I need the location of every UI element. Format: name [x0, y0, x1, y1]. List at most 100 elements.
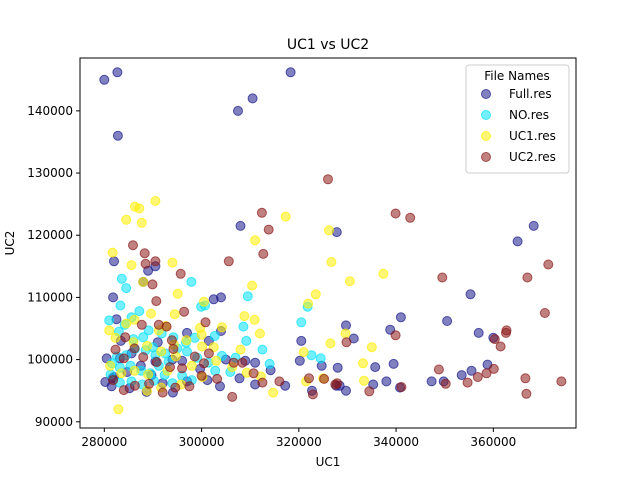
data-point [112, 130, 123, 141]
data-point [118, 385, 129, 396]
data-point [528, 220, 539, 231]
data-point [298, 347, 309, 358]
y-tick-label: 120000 [27, 228, 73, 242]
data-point [104, 315, 115, 326]
data-point [166, 335, 177, 346]
data-point [105, 360, 116, 371]
data-point [151, 296, 162, 307]
data-point [108, 292, 119, 303]
legend: File Names Full.res NO.res UC1.res UC2.res [465, 64, 570, 174]
x-axis: 280000 300000 320000 340000 360000 [81, 428, 516, 449]
data-point [326, 257, 337, 267]
data-point [196, 370, 207, 381]
data-point [250, 235, 261, 246]
data-point [456, 370, 467, 381]
legend-entry: UC1.res [481, 129, 556, 143]
data-point [138, 276, 149, 287]
legend-box [465, 64, 570, 174]
data-point [199, 296, 209, 307]
data-point [250, 357, 261, 368]
data-point [115, 300, 126, 311]
points-layer [99, 67, 567, 415]
data-point [358, 358, 368, 369]
data-point [211, 355, 222, 366]
data-point [110, 332, 121, 343]
data-point [129, 380, 140, 391]
data-point [296, 317, 307, 328]
data-point [234, 373, 245, 384]
data-point [175, 268, 186, 279]
data-point [481, 368, 492, 379]
data-point [143, 325, 154, 336]
data-point [307, 389, 318, 400]
legend-label: UC2.res [509, 150, 556, 164]
data-point [128, 240, 138, 251]
data-point [315, 353, 326, 364]
data-point [179, 306, 190, 317]
y-axis: 90000 100000 110000 120000 130000 140000 [27, 104, 80, 429]
data-point [324, 225, 334, 236]
data-point [442, 316, 453, 326]
data-point [501, 325, 512, 336]
data-point [169, 309, 180, 320]
chart-title: UC1 vs UC2 [287, 37, 369, 53]
data-point [247, 93, 258, 104]
data-point [147, 279, 158, 290]
data-point [113, 404, 124, 415]
data-point [285, 67, 296, 78]
data-point [294, 355, 305, 366]
data-point [556, 376, 567, 387]
data-point [323, 174, 333, 185]
data-point [303, 298, 314, 309]
data-point [118, 353, 129, 364]
data-point [104, 325, 115, 336]
plot-frame [79, 57, 577, 429]
data-point [129, 314, 140, 325]
data-point [249, 314, 260, 325]
data-point [395, 312, 406, 323]
data-point [136, 319, 147, 330]
data-point [182, 346, 192, 357]
data-point [217, 322, 227, 333]
data-point [129, 365, 140, 376]
data-point [543, 259, 554, 270]
y-tick-label: 110000 [27, 290, 73, 304]
x-tick-label: 360000 [470, 435, 516, 449]
data-point [539, 308, 550, 318]
data-point [199, 358, 209, 369]
data-point [177, 363, 188, 374]
data-point [212, 373, 223, 384]
data-point [268, 387, 279, 398]
y-axis-label: UC2 [3, 231, 17, 256]
legend-entries: Full.res NO.res UC1.res UC2.res [481, 87, 556, 164]
data-point [172, 288, 183, 299]
x-tick-label: 300000 [179, 435, 225, 449]
data-point [388, 358, 399, 369]
data-point [405, 212, 416, 223]
data-point [489, 334, 500, 345]
y-tick-label: 100000 [27, 353, 73, 367]
data-point [233, 105, 243, 116]
data-point [426, 376, 437, 387]
data-point [139, 248, 150, 259]
data-point [264, 358, 275, 369]
data-point [134, 306, 145, 317]
data-point [520, 373, 531, 384]
data-point [107, 247, 118, 258]
data-point [521, 388, 532, 399]
data-point [184, 381, 195, 392]
data-point [433, 364, 444, 375]
data-point [134, 203, 145, 214]
data-point [167, 257, 178, 268]
data-point [121, 318, 132, 329]
data-point [151, 357, 162, 368]
data-point [396, 382, 407, 392]
data-point [247, 280, 258, 291]
data-point [366, 342, 377, 353]
data-point [381, 376, 392, 387]
legend-label: Full.res [509, 87, 552, 101]
legend-title: File Names [484, 69, 550, 83]
data-point [237, 357, 248, 368]
y-tick-label: 140000 [27, 104, 73, 118]
data-point [296, 335, 307, 346]
